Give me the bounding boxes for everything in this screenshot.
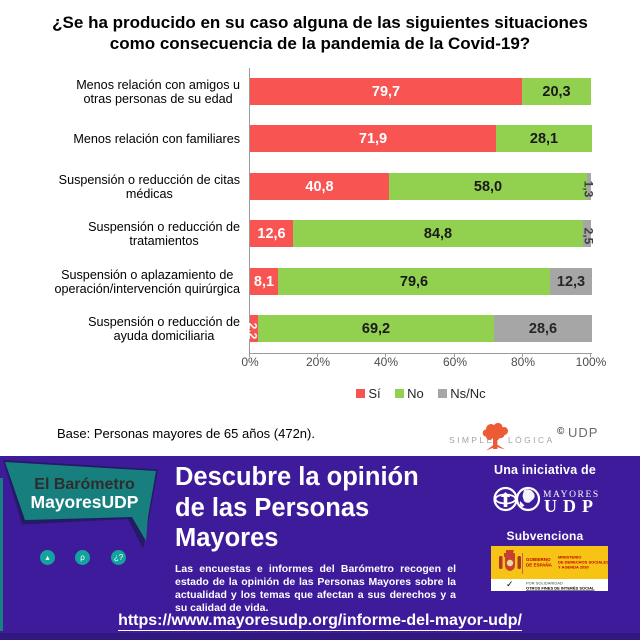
svg-text:MAYORES: MAYORES bbox=[543, 490, 600, 500]
svg-text:UDP: UDP bbox=[544, 496, 599, 514]
